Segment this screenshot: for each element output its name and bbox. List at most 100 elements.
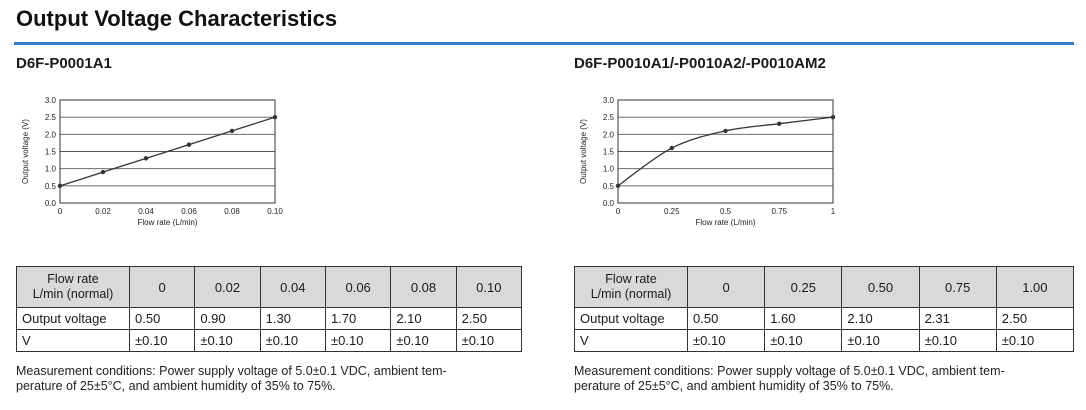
voltage-cell: 1.30 <box>259 307 326 330</box>
flow-rate-cell: 0.04 <box>259 266 326 308</box>
y-tick-label: 2.5 <box>45 113 57 122</box>
plot-frame <box>59 99 276 204</box>
x-tick-label: 1 <box>831 207 836 216</box>
x-tick-label: 0.04 <box>138 207 154 216</box>
y-tick-label: 2.0 <box>603 130 615 139</box>
note-line-1: Measurement conditions: Power supply vol… <box>16 364 447 378</box>
flow-rate-cell: 1.00 <box>995 266 1075 308</box>
flow-rate-cell: 0.75 <box>918 266 997 308</box>
data-point <box>57 183 63 189</box>
y-tick-label: 3.0 <box>45 96 57 105</box>
chart-right: 0.0 0.5 1.0 1.5 2.0 2.5 3.0 0 0.25 0.5 0.75 1 Flow r… <box>579 96 836 227</box>
x-tick-label: 0 <box>58 207 63 216</box>
data-point <box>615 183 621 189</box>
voltage-cell: 2.31 <box>918 307 997 330</box>
header-line-1: Flow rate <box>605 272 657 286</box>
tolerance-row: V ±0.10 ±0.10 ±0.10 ±0.10 ±0.10 <box>574 329 1075 352</box>
tolerance-cell: ±0.10 <box>259 329 326 352</box>
y-axis-label: Output voltage (V) <box>579 119 588 184</box>
x-tick-label: 0.5 <box>720 207 732 216</box>
voltage-cell: 0.50 <box>686 307 766 330</box>
note-line-1: Measurement conditions: Power supply vol… <box>574 364 1005 378</box>
y-tick-label: 3.0 <box>603 96 615 105</box>
flow-rate-cell: 0.02 <box>194 266 261 308</box>
voltage-label-cell: Output voltage <box>16 307 130 330</box>
voltage-cell: 0.90 <box>194 307 261 330</box>
x-tick-label: 0.08 <box>224 207 240 216</box>
voltage-cell: 1.70 <box>324 307 392 330</box>
tolerance-row: V ±0.10 ±0.10 ±0.10 ±0.10 ±0.10 ±0.10 <box>16 329 523 352</box>
tolerance-cell: ±0.10 <box>841 329 920 352</box>
x-axis-label: Flow rate (L/min) <box>137 218 197 227</box>
unit-label-cell: V <box>16 329 130 352</box>
tolerance-cell: ±0.10 <box>686 329 766 352</box>
flow-rate-cell: 0.50 <box>841 266 920 308</box>
tolerance-cell: ±0.10 <box>764 329 843 352</box>
y-tick-label: 1.0 <box>45 165 57 174</box>
tolerance-cell: ±0.10 <box>194 329 261 352</box>
header-line-2: L/min (normal) <box>590 287 672 301</box>
y-tick-label: 1.5 <box>603 148 615 157</box>
header-label-cell: Flow rate L/min (normal) <box>16 266 130 308</box>
model-name-right: D6F-P0010A1/-P0010A2/-P0010AM2 <box>574 55 826 72</box>
voltage-cell: 2.10 <box>841 307 920 330</box>
x-tick-label: 0 <box>616 207 621 216</box>
data-point <box>100 169 106 175</box>
header-label-cell: Flow rate L/min (normal) <box>574 266 688 308</box>
voltage-row: Output voltage 0.50 1.60 2.10 2.31 2.50 <box>574 307 1075 330</box>
data-point <box>272 114 278 120</box>
measurement-note-right: Measurement conditions: Power supply vol… <box>574 364 1005 394</box>
model-name-left: D6F-P0001A1 <box>16 55 112 72</box>
y-tick-label: 0.0 <box>603 199 615 208</box>
data-point <box>229 128 235 134</box>
y-axis-label: Output voltage (V) <box>21 119 30 184</box>
data-point <box>723 128 728 134</box>
measurement-note-left: Measurement conditions: Power supply vol… <box>16 364 447 394</box>
flow-rate-cell: 0.08 <box>390 266 457 308</box>
flow-rate-cell: 0.25 <box>764 266 843 308</box>
data-point <box>143 156 149 161</box>
flow-rate-cell: 0.10 <box>455 266 523 308</box>
header-line-1: Flow rate <box>47 272 99 286</box>
voltage-cell: 2.10 <box>390 307 457 330</box>
tolerance-cell: ±0.10 <box>390 329 457 352</box>
data-point <box>777 121 782 126</box>
tolerance-cell: ±0.10 <box>918 329 997 352</box>
flow-rate-cell: 0.06 <box>324 266 392 308</box>
voltage-cell: 2.50 <box>455 307 523 330</box>
plot-frame <box>617 99 834 204</box>
y-tick-label: 0.5 <box>603 182 615 191</box>
y-tick-label: 0.5 <box>45 182 57 191</box>
x-axis-label: Flow rate (L/min) <box>695 218 755 227</box>
voltage-cell: 2.50 <box>995 307 1075 330</box>
chart-left: 0.0 0.5 1.0 1.5 2.0 2.5 3.0 0 0.02 0.04 0.06 0.08 0.… <box>21 96 283 227</box>
tolerance-cell: ±0.10 <box>455 329 523 352</box>
y-tick-label: 0.0 <box>45 199 57 208</box>
y-tick-label: 2.0 <box>45 130 57 139</box>
spec-table-left: Flow rate L/min (normal) 0 0.02 0.04 0.0… <box>16 266 523 352</box>
page-title: Output Voltage Characteristics <box>16 6 338 31</box>
spec-table-right: Flow rate L/min (normal) 0 0.25 0.50 0.7… <box>574 266 1075 352</box>
note-line-2: perature of 25±5°C, and ambient humidity… <box>574 379 894 393</box>
table-header-row: Flow rate L/min (normal) 0 0.25 0.50 0.7… <box>574 266 1075 308</box>
x-tick-label: 0.06 <box>181 207 197 216</box>
unit-label-cell: V <box>574 329 688 352</box>
tolerance-cell: ±0.10 <box>128 329 196 352</box>
series-line <box>59 116 276 187</box>
header-line-2: L/min (normal) <box>32 287 114 301</box>
table-header-row: Flow rate L/min (normal) 0 0.02 0.04 0.0… <box>16 266 523 308</box>
tolerance-cell: ±0.10 <box>995 329 1075 352</box>
voltage-row: Output voltage 0.50 0.90 1.30 1.70 2.10 … <box>16 307 523 330</box>
data-point <box>830 114 836 120</box>
note-line-2: perature of 25±5°C, and ambient humidity… <box>16 379 336 393</box>
y-tick-label: 1.0 <box>603 165 615 174</box>
title-rule <box>14 42 1074 45</box>
data-point <box>669 145 674 151</box>
x-tick-label: 0.02 <box>95 207 111 216</box>
x-tick-label: 0.75 <box>771 207 787 216</box>
tolerance-cell: ±0.10 <box>324 329 392 352</box>
voltage-cell: 1.60 <box>764 307 843 330</box>
x-tick-label: 0.25 <box>664 207 680 216</box>
flow-rate-cell: 0 <box>686 266 766 308</box>
y-tick-label: 1.5 <box>45 148 57 157</box>
